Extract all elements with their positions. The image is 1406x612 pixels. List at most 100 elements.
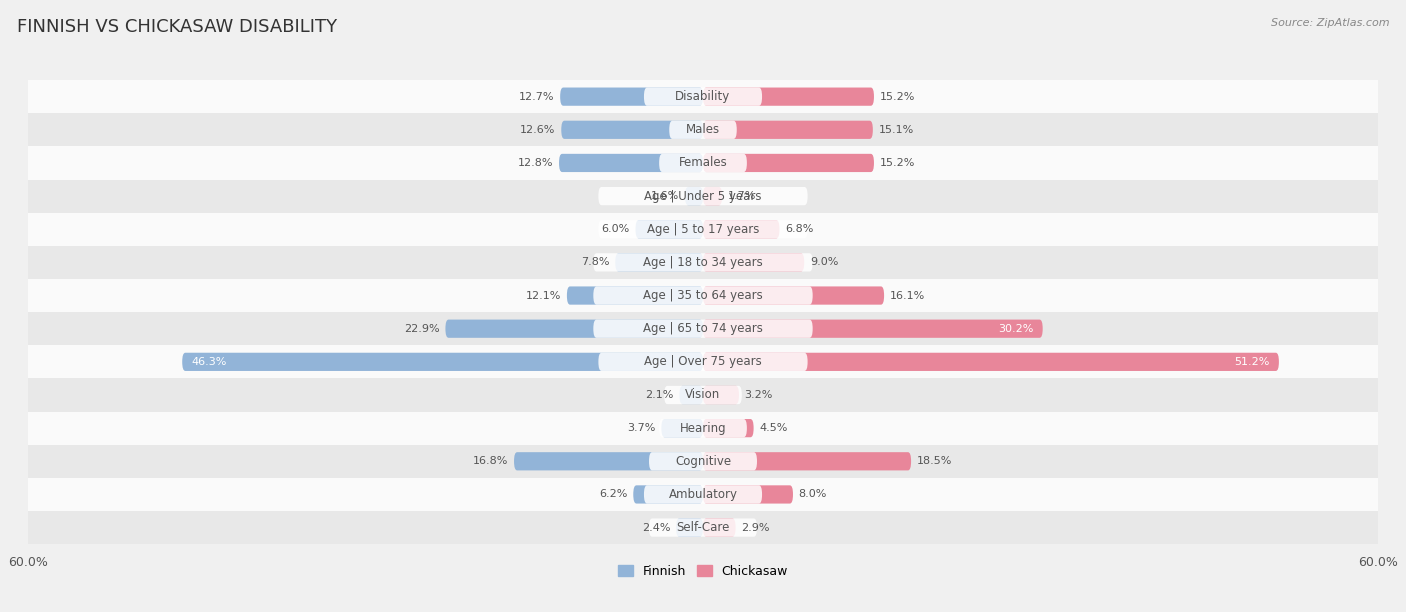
FancyBboxPatch shape	[703, 386, 740, 404]
Text: Ambulatory: Ambulatory	[668, 488, 738, 501]
Text: 15.2%: 15.2%	[880, 158, 915, 168]
Text: Self-Care: Self-Care	[676, 521, 730, 534]
Bar	[28, 146, 1378, 179]
Text: 7.8%: 7.8%	[581, 258, 610, 267]
Bar	[28, 113, 1378, 146]
FancyBboxPatch shape	[636, 220, 703, 238]
Text: 1.7%: 1.7%	[728, 191, 756, 201]
Bar	[28, 179, 1378, 212]
FancyBboxPatch shape	[661, 419, 703, 437]
Text: Source: ZipAtlas.com: Source: ZipAtlas.com	[1271, 18, 1389, 28]
Text: 2.9%: 2.9%	[741, 523, 769, 532]
Text: 16.8%: 16.8%	[472, 457, 509, 466]
Bar	[28, 411, 1378, 445]
Text: 6.0%: 6.0%	[602, 224, 630, 234]
Text: 3.2%: 3.2%	[745, 390, 773, 400]
FancyBboxPatch shape	[659, 419, 747, 437]
FancyBboxPatch shape	[703, 319, 1043, 338]
Text: FINNISH VS CHICKASAW DISABILITY: FINNISH VS CHICKASAW DISABILITY	[17, 18, 337, 36]
Bar	[28, 445, 1378, 478]
Text: Cognitive: Cognitive	[675, 455, 731, 468]
Text: 30.2%: 30.2%	[998, 324, 1033, 334]
Bar	[28, 279, 1378, 312]
FancyBboxPatch shape	[659, 154, 747, 172]
Bar	[28, 378, 1378, 411]
Text: 15.2%: 15.2%	[880, 92, 915, 102]
FancyBboxPatch shape	[650, 452, 756, 471]
FancyBboxPatch shape	[669, 121, 737, 139]
Text: Age | 5 to 17 years: Age | 5 to 17 years	[647, 223, 759, 236]
FancyBboxPatch shape	[703, 452, 911, 471]
Text: 12.1%: 12.1%	[526, 291, 561, 300]
Text: 3.7%: 3.7%	[627, 423, 655, 433]
Bar	[28, 312, 1378, 345]
FancyBboxPatch shape	[599, 353, 807, 371]
Text: 8.0%: 8.0%	[799, 490, 827, 499]
FancyBboxPatch shape	[183, 353, 703, 371]
FancyBboxPatch shape	[593, 319, 813, 338]
FancyBboxPatch shape	[593, 286, 813, 305]
Bar	[28, 345, 1378, 378]
Text: 22.9%: 22.9%	[404, 324, 440, 334]
FancyBboxPatch shape	[560, 154, 703, 172]
Text: Disability: Disability	[675, 90, 731, 103]
FancyBboxPatch shape	[703, 187, 723, 205]
FancyBboxPatch shape	[644, 88, 762, 106]
FancyBboxPatch shape	[703, 419, 754, 437]
Bar	[28, 511, 1378, 544]
FancyBboxPatch shape	[560, 88, 703, 106]
Text: 12.8%: 12.8%	[517, 158, 554, 168]
Text: 6.8%: 6.8%	[785, 224, 814, 234]
FancyBboxPatch shape	[567, 286, 703, 305]
Text: 18.5%: 18.5%	[917, 457, 952, 466]
Text: 6.2%: 6.2%	[599, 490, 627, 499]
FancyBboxPatch shape	[703, 220, 779, 238]
Text: 2.1%: 2.1%	[645, 390, 673, 400]
Text: Males: Males	[686, 123, 720, 136]
FancyBboxPatch shape	[650, 518, 756, 537]
Text: 1.6%: 1.6%	[651, 191, 679, 201]
Text: Age | 65 to 74 years: Age | 65 to 74 years	[643, 322, 763, 335]
Text: 51.2%: 51.2%	[1234, 357, 1270, 367]
FancyBboxPatch shape	[703, 286, 884, 305]
FancyBboxPatch shape	[703, 485, 793, 504]
Text: 4.5%: 4.5%	[759, 423, 787, 433]
FancyBboxPatch shape	[561, 121, 703, 139]
Text: 9.0%: 9.0%	[810, 258, 838, 267]
FancyBboxPatch shape	[685, 187, 703, 205]
FancyBboxPatch shape	[515, 452, 703, 471]
FancyBboxPatch shape	[703, 154, 875, 172]
Text: 15.1%: 15.1%	[879, 125, 914, 135]
Text: Vision: Vision	[685, 389, 721, 401]
Legend: Finnish, Chickasaw: Finnish, Chickasaw	[613, 560, 793, 583]
Text: 12.6%: 12.6%	[520, 125, 555, 135]
FancyBboxPatch shape	[664, 386, 742, 404]
FancyBboxPatch shape	[703, 518, 735, 537]
Text: 46.3%: 46.3%	[191, 357, 226, 367]
FancyBboxPatch shape	[679, 386, 703, 404]
Bar	[28, 80, 1378, 113]
FancyBboxPatch shape	[633, 485, 703, 504]
FancyBboxPatch shape	[599, 187, 807, 205]
FancyBboxPatch shape	[446, 319, 703, 338]
FancyBboxPatch shape	[599, 220, 807, 238]
FancyBboxPatch shape	[616, 253, 703, 272]
FancyBboxPatch shape	[593, 253, 813, 272]
Text: Age | Under 5 years: Age | Under 5 years	[644, 190, 762, 203]
Text: Age | Over 75 years: Age | Over 75 years	[644, 356, 762, 368]
Bar	[28, 212, 1378, 246]
Text: Age | 18 to 34 years: Age | 18 to 34 years	[643, 256, 763, 269]
FancyBboxPatch shape	[703, 88, 875, 106]
Text: 12.7%: 12.7%	[519, 92, 554, 102]
FancyBboxPatch shape	[703, 121, 873, 139]
Text: Hearing: Hearing	[679, 422, 727, 435]
Text: Females: Females	[679, 157, 727, 170]
FancyBboxPatch shape	[644, 485, 762, 504]
Bar	[28, 246, 1378, 279]
Text: Age | 35 to 64 years: Age | 35 to 64 years	[643, 289, 763, 302]
FancyBboxPatch shape	[703, 253, 804, 272]
Text: 2.4%: 2.4%	[643, 523, 671, 532]
Bar	[28, 478, 1378, 511]
FancyBboxPatch shape	[703, 353, 1279, 371]
Text: 16.1%: 16.1%	[890, 291, 925, 300]
